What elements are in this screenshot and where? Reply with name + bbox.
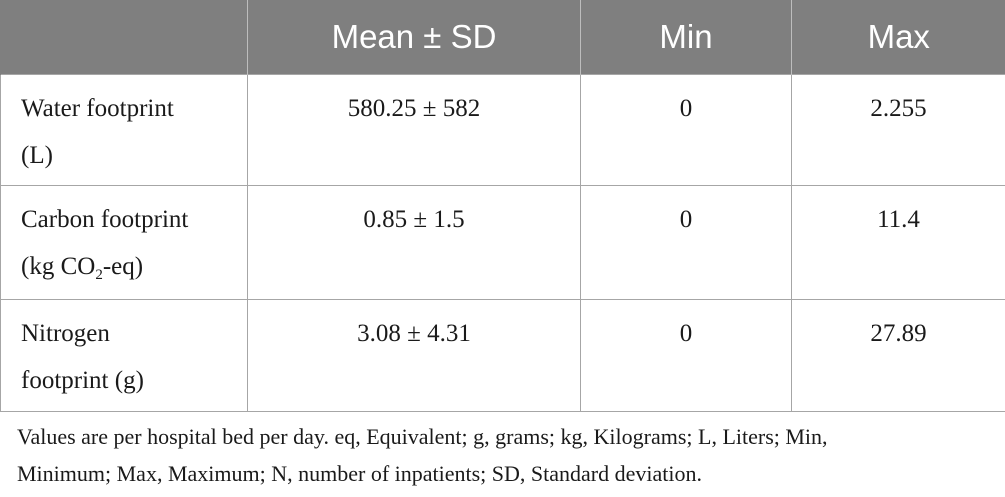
footprint-table: Mean ± SD Min Max Water footprint (L) 58… bbox=[0, 0, 1005, 412]
cell-max: 2.255 bbox=[791, 73, 1005, 186]
header-mean-sd: Mean ± SD bbox=[247, 0, 581, 74]
cell-min: 0 bbox=[580, 73, 792, 186]
co2-subscript: 2 bbox=[95, 266, 103, 283]
row-label-line1: Nitrogen bbox=[21, 319, 110, 347]
row-label-line2-pre: (kg CO bbox=[21, 252, 96, 280]
footnote-line2: Minimum; Max, Maximum; N, number of inpa… bbox=[17, 461, 702, 486]
row-label-line2-post: -eq) bbox=[102, 252, 144, 280]
table-row-nitrogen: Nitrogen footprint (g) 3.08 ± 4.31 0 27.… bbox=[0, 298, 1005, 412]
header-empty bbox=[0, 0, 248, 74]
footnote-line1: Values are per hospital bed per day. eq,… bbox=[17, 424, 828, 449]
cell-min: 0 bbox=[580, 184, 792, 300]
row-label-carbon: Carbon footprint (kg CO2-eq) bbox=[0, 184, 248, 300]
header-min: Min bbox=[580, 0, 792, 74]
header-row: Mean ± SD Min Max bbox=[0, 0, 1005, 74]
row-label-line1: Carbon footprint bbox=[21, 205, 189, 233]
cell-min: 0 bbox=[580, 298, 792, 412]
table-row-water: Water footprint (L) 580.25 ± 582 0 2.255 bbox=[0, 73, 1005, 186]
table-footnote: Values are per hospital bed per day. eq,… bbox=[17, 418, 997, 492]
row-label-nitrogen: Nitrogen footprint (g) bbox=[0, 298, 248, 412]
row-label-line2: (L) bbox=[21, 141, 53, 169]
cell-max: 27.89 bbox=[791, 298, 1005, 412]
row-label-line2: footprint (g) bbox=[21, 366, 144, 394]
table-row-carbon: Carbon footprint (kg CO2-eq) 0.85 ± 1.5 … bbox=[0, 184, 1005, 300]
cell-mean-sd: 580.25 ± 582 bbox=[247, 73, 581, 186]
cell-max: 11.4 bbox=[791, 184, 1005, 300]
row-label-line1: Water footprint bbox=[21, 94, 174, 122]
row-label-water: Water footprint (L) bbox=[0, 73, 248, 186]
cell-mean-sd: 0.85 ± 1.5 bbox=[247, 184, 581, 300]
header-max: Max bbox=[791, 0, 1005, 74]
cell-mean-sd: 3.08 ± 4.31 bbox=[247, 298, 581, 412]
